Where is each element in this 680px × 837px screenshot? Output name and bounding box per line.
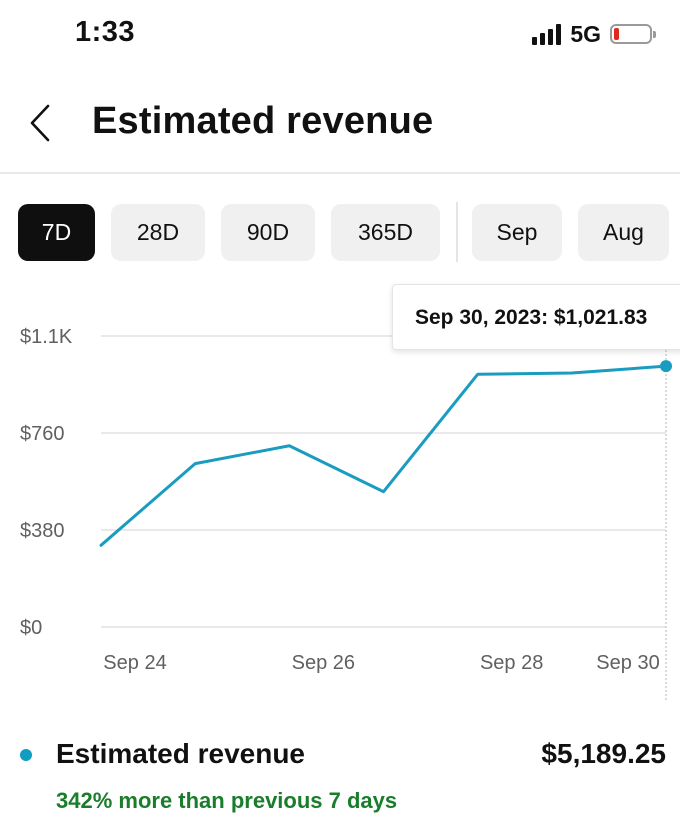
highlighted-data-point[interactable] xyxy=(660,360,672,373)
chip-7d[interactable]: 7D xyxy=(18,203,95,261)
back-button[interactable] xyxy=(20,98,60,148)
y-tick-label: $0 xyxy=(20,617,42,639)
series-line-estimated-revenue xyxy=(99,364,668,547)
range-chip-bar: 7D 28D 90D 365D Sep Aug xyxy=(18,202,669,262)
y-tick-label: $1.1K xyxy=(20,326,73,348)
battery-icon xyxy=(610,24,656,44)
chip-28d[interactable]: 28D xyxy=(111,203,205,261)
summary-change-text: 342% more than previous 7 days xyxy=(56,788,398,813)
chart-grid xyxy=(101,335,666,628)
x-tick-label: Sep 24 xyxy=(103,652,166,674)
x-tick-label: Sep 30 xyxy=(596,652,659,674)
x-axis-labels: Sep 24 Sep 26 Sep 28 Sep 30 xyxy=(103,652,659,674)
header: Estimated revenue xyxy=(0,76,680,174)
battery-level xyxy=(614,28,620,40)
revenue-line-chart[interactable]: $0 $380 $760 $1.1K Sep 24 Sep 26 Sep 28 Sep 30 xyxy=(0,280,680,700)
y-axis-labels: $0 $380 $760 $1.1K xyxy=(20,326,73,639)
status-bar: 1:33 5G xyxy=(0,0,680,66)
status-time: 1:33 xyxy=(75,16,136,48)
status-indicators: 5G xyxy=(532,20,656,48)
chart-tooltip: Sep 30, 2023: $1,021.83 xyxy=(392,284,680,350)
tooltip-text: Sep 30, 2023: $1,021.83 xyxy=(415,306,648,329)
summary-label: Estimated revenue xyxy=(56,738,305,769)
summary-value: $5,189.25 xyxy=(541,738,666,769)
y-tick-label: $760 xyxy=(20,423,65,445)
signal-bars-icon xyxy=(532,23,562,45)
chip-90d[interactable]: 90D xyxy=(221,203,315,261)
page-title: Estimated revenue xyxy=(92,100,434,142)
chip-divider xyxy=(456,202,458,262)
summary-row[interactable]: Estimated revenue $5,189.25 342% more th… xyxy=(0,728,680,828)
chip-365d[interactable]: 365D xyxy=(331,203,440,261)
y-tick-label: $380 xyxy=(20,520,65,542)
x-tick-label: Sep 26 xyxy=(292,652,355,674)
chart-points xyxy=(660,360,672,373)
chip-sep[interactable]: Sep xyxy=(472,203,562,261)
legend-dot xyxy=(20,749,32,761)
chevron-left-icon xyxy=(30,104,50,142)
network-label: 5G xyxy=(570,20,601,47)
chip-aug[interactable]: Aug xyxy=(578,203,669,261)
x-tick-label: Sep 28 xyxy=(480,652,543,674)
